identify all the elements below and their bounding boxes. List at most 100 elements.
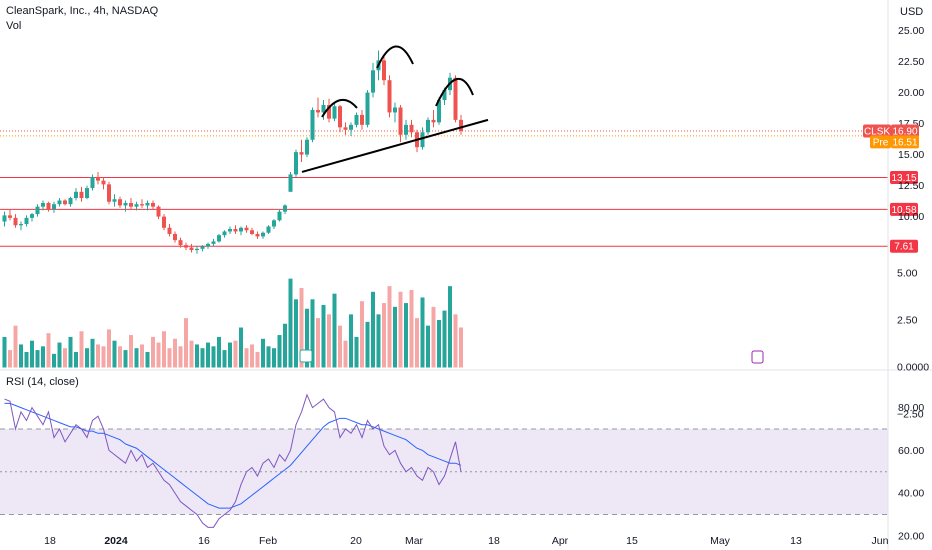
volume-bar [118,346,122,368]
candle [255,233,260,237]
volume-bar [200,348,205,368]
candle [90,176,95,189]
time-tick-label: 18 [488,535,500,547]
candle [118,199,122,206]
candle [431,119,436,123]
volume-bar [343,340,348,368]
candle [426,119,430,133]
price-tick-label: 10.00 [898,211,924,223]
candle [360,114,364,125]
volume-bar [211,346,216,368]
volume-bar [266,346,271,368]
volume-bar [57,342,62,368]
candle [217,235,221,242]
candle [228,229,232,232]
volume-bar [2,336,7,368]
volume-bar [167,348,172,368]
rsi-tick-label: 20.00 [898,530,924,542]
currency-label[interactable]: USD [900,6,924,18]
symbol-tag-label: CLSK [864,127,890,138]
candle [30,214,34,218]
time-tick-label: Feb [259,535,277,547]
volume-bar [217,336,221,368]
candle [19,224,23,226]
volume-bar [189,340,194,368]
candle [382,60,386,81]
volume-bar [349,314,353,368]
candle [167,227,172,234]
candle [2,215,7,222]
volume-bar [30,340,34,368]
volume-bar [222,350,227,368]
rsi-line [4,393,462,528]
volume-bar [338,325,342,368]
level-price-tag [890,202,918,216]
candle [162,216,166,228]
rsi-band [0,429,888,515]
candle [107,184,111,202]
candle [200,246,205,249]
volume-bar [123,350,128,368]
candle [206,243,210,247]
volume-bar [376,314,381,368]
candle [354,114,359,125]
candle [442,90,447,101]
candle [294,152,298,175]
volume-bar [426,325,430,368]
volume-bar [101,346,106,368]
candle [52,204,56,210]
candle [338,106,342,128]
time-tick-label: Apr [552,535,569,547]
candle [189,247,194,251]
head-and-shoulders-drawing[interactable] [299,45,764,364]
time-tick-label: 2024 [104,535,128,547]
candle [123,202,128,206]
candle [178,240,183,246]
level-price-label: 7.61 [894,242,914,253]
volume-bar [90,338,95,368]
time-tick-label: 13 [790,535,802,547]
rsi-title: RSI (14, close) [6,376,79,388]
candle [68,198,73,205]
candle [250,230,254,234]
price-pane[interactable] [0,50,888,254]
volume-bar [63,348,67,368]
volume-bar [437,320,441,368]
candle [129,202,133,207]
right-shoulder-arc [435,77,474,107]
rsi-pane [0,393,888,528]
volume-bar [393,306,397,368]
candle [8,215,12,218]
candle [453,77,458,120]
volume-bar [420,297,425,368]
volume-bar [151,336,155,368]
volume-bar [250,344,254,368]
pre-price-label: 16.51 [892,137,917,148]
candle [261,232,265,237]
volume-bar [453,314,458,368]
volume-bar [310,299,315,368]
last-price-label: 16.90 [892,127,917,138]
volume-bar [360,301,364,368]
candle [272,220,276,227]
candle [112,199,117,202]
volume-bar [409,289,414,368]
candle [316,109,320,113]
candle [233,229,238,232]
price-tick-label: 25.00 [898,25,924,37]
volume-bar [382,303,386,368]
level-price-tag [890,239,918,253]
volume-bar [129,335,133,368]
candle [145,202,150,206]
left-shoulder-arc [321,98,358,118]
candle [151,202,155,207]
candle [184,245,188,248]
candle [24,217,29,225]
volume-bar [442,310,447,368]
volume-bar [272,348,276,368]
volume-bar [299,288,304,368]
price-tick-label: 15.00 [898,149,924,161]
candle [349,124,353,130]
head-arc [376,45,414,69]
